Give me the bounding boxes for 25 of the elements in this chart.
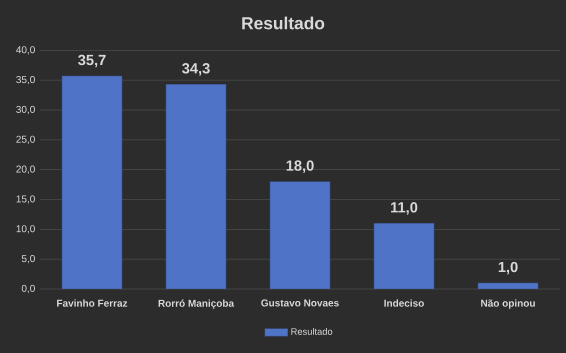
- x-tick-label: Gustavo Novaes: [261, 299, 339, 306]
- x-tick-label: Indeciso: [384, 299, 424, 307]
- x-tick-label: Rorró Maniçoba: [158, 299, 234, 309]
- y-tick-label: 35,0: [16, 76, 35, 84]
- text: 18,0: [286, 160, 314, 173]
- bar: [62, 76, 122, 289]
- y-tick-label: 5,0: [22, 255, 35, 264]
- text: 35,7: [78, 54, 106, 68]
- text: 1,0: [498, 262, 518, 274]
- y-tick-label: 40,0: [16, 46, 35, 54]
- text: 34,3: [182, 63, 210, 76]
- bar: [270, 181, 330, 289]
- text: 11,0: [391, 202, 418, 215]
- chart-title: Resultado: [242, 16, 324, 30]
- y-tick-label: 20,0: [16, 166, 35, 174]
- x-tick-label: Favinho Ferraz: [57, 299, 128, 307]
- x-tick-label: Não opinou: [481, 299, 535, 309]
- legend-label: Resultado: [291, 328, 332, 335]
- bar: [166, 84, 226, 289]
- bar: [374, 223, 434, 289]
- y-tick-label: 30,0: [16, 106, 35, 114]
- y-tick-label: 10,0: [16, 225, 35, 234]
- y-tick-label: 25,0: [16, 136, 35, 144]
- y-tick-label: 15,0: [16, 195, 35, 204]
- y-tick-label: 0,0: [22, 284, 35, 294]
